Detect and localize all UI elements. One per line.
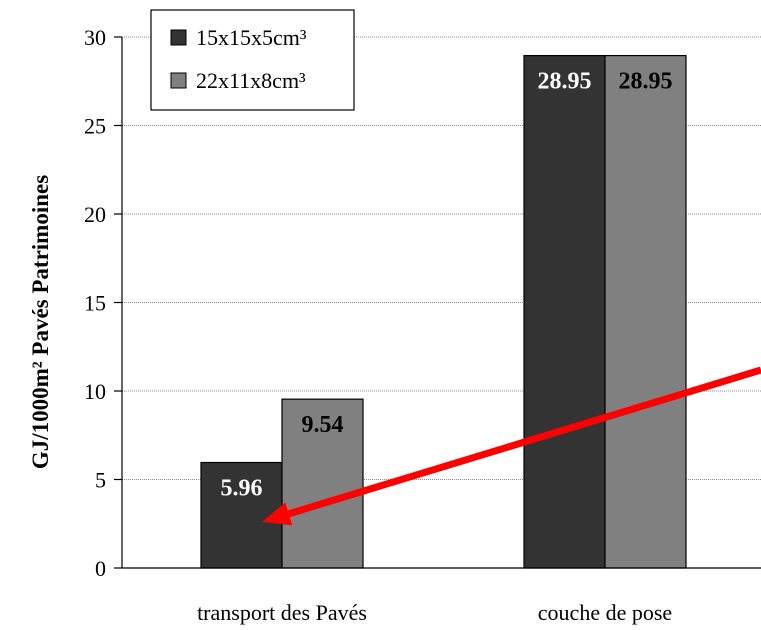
legend-label: 15x15x5cm³ [196, 25, 307, 50]
red-arrow-annotation [262, 366, 761, 526]
bar [604, 54, 687, 569]
legend-box [150, 9, 355, 111]
data-label: 9.54 [302, 412, 344, 438]
bar [200, 461, 283, 569]
y-tick-label: 0 [95, 556, 106, 581]
bars [200, 54, 687, 569]
data-labels: 5.96 9.54 28.95 28.95 [221, 69, 673, 502]
y-tick-label: 25 [84, 114, 106, 139]
legend: 15x15x5cm³ 22x11x8cm³ [150, 9, 355, 111]
arrow-shaft [287, 366, 761, 518]
x-category-labels: transport des Pavés couche de pose [197, 600, 672, 625]
bar [523, 54, 606, 569]
x-category-label: transport des Pavés [197, 600, 367, 625]
y-axis-label: GJ/1000m² Pavés Patrimoines [28, 175, 53, 469]
axes [114, 36, 761, 569]
x-category-label: couche de pose [538, 600, 672, 625]
y-tick-label: 10 [84, 379, 106, 404]
data-label: 5.96 [221, 476, 263, 502]
data-label: 28.95 [538, 69, 592, 95]
y-tick-label: 15 [84, 291, 106, 316]
y-tick-label: 20 [84, 202, 106, 227]
legend-swatch [170, 72, 187, 89]
y-tick-label: 5 [95, 468, 106, 493]
y-tick-labels: 0 5 10 15 20 25 30 [84, 25, 106, 581]
arrow-head [262, 502, 293, 526]
legend-label: 22x11x8cm³ [196, 68, 306, 93]
data-label: 28.95 [619, 69, 673, 95]
legend-swatch [170, 29, 187, 46]
y-tick-label: 30 [84, 25, 106, 50]
